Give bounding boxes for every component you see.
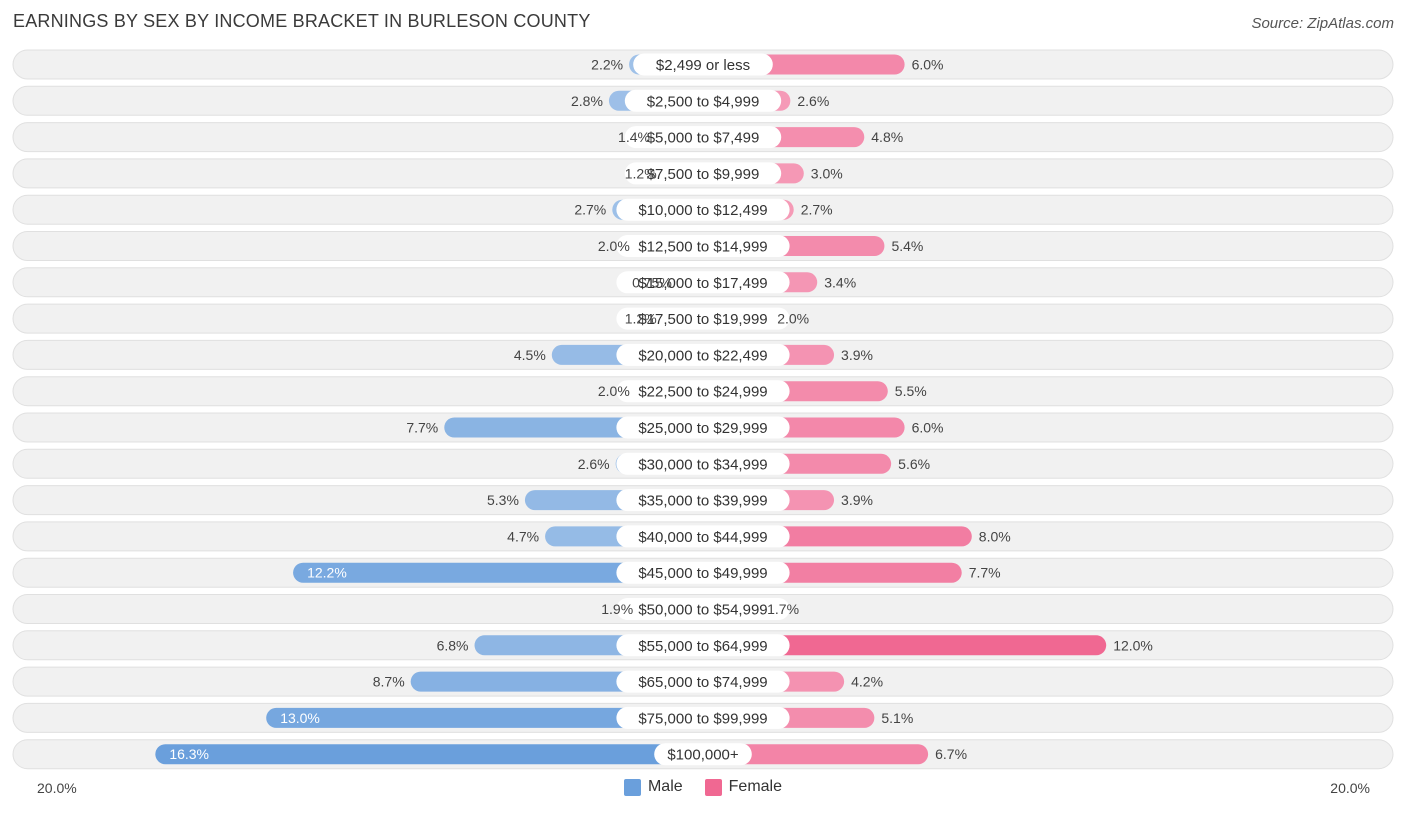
category-pill [616, 343, 790, 366]
category-label: $20,000 to $22,499 [638, 347, 767, 364]
female-bar [703, 744, 929, 765]
category-pill [616, 634, 790, 657]
male-value-label: 1.9% [601, 601, 633, 617]
male-value-label: 16.3% [169, 746, 209, 762]
male-value-label: 8.7% [373, 674, 405, 690]
category-label: $50,000 to $54,999 [638, 602, 767, 619]
category-label: $30,000 to $34,999 [638, 456, 767, 473]
female-value-label: 3.0% [811, 165, 843, 181]
female-value-label: 5.1% [881, 710, 913, 726]
category-label: $15,000 to $17,499 [638, 275, 767, 292]
legend-label-male: Male [647, 778, 683, 795]
female-value-label: 2.7% [801, 202, 833, 218]
female-value-label: 8.0% [979, 528, 1011, 544]
male-value-label: 1.2% [625, 311, 657, 327]
category-pill [616, 380, 790, 403]
female-value-label: 2.6% [797, 93, 829, 109]
legend-item-male[interactable]: Male [623, 778, 683, 796]
male-value-label: 5.3% [487, 492, 519, 508]
female-value-label: 5.6% [898, 456, 930, 472]
male-value-label: 2.6% [578, 456, 610, 472]
category-pill [616, 525, 790, 548]
female-value-label: 3.9% [841, 492, 873, 508]
legend-item-female[interactable]: Female [704, 778, 783, 796]
category-pill [616, 198, 790, 221]
category-pill [616, 307, 790, 330]
male-bar [155, 744, 703, 765]
male-value-label: 2.8% [571, 93, 603, 109]
category-label: $5,000 to $7,499 [647, 130, 760, 147]
category-pill [624, 89, 782, 112]
category-label: $10,000 to $12,499 [638, 202, 767, 219]
female-value-label: 7.7% [969, 565, 1001, 581]
male-value-label: 2.0% [598, 383, 630, 399]
male-value-label: 4.7% [507, 528, 539, 544]
male-value-label: 0.75% [632, 274, 672, 290]
category-label: $65,000 to $74,999 [638, 674, 767, 691]
legend: Male Female [0, 778, 1406, 796]
axis-right-label: 20.0% [1330, 780, 1370, 796]
chart-title: EARNINGS BY SEX BY INCOME BRACKET IN BUR… [13, 11, 591, 31]
female-bar [703, 635, 1107, 656]
category-label: $55,000 to $64,999 [638, 638, 767, 655]
category-label: $75,000 to $99,999 [638, 710, 767, 727]
female-value-label: 6.0% [912, 420, 944, 436]
category-pill [633, 53, 773, 76]
female-value-label: 3.4% [824, 274, 856, 290]
category-label: $35,000 to $39,999 [638, 493, 767, 510]
female-value-label: 2.0% [777, 311, 809, 327]
category-pill [616, 416, 790, 439]
male-value-label: 7.7% [406, 420, 438, 436]
male-value-label: 13.0% [280, 710, 320, 726]
category-label: $100,000+ [667, 747, 739, 764]
category-label: $17,500 to $19,999 [638, 311, 767, 328]
female-value-label: 6.7% [935, 746, 967, 762]
category-pill [616, 706, 790, 729]
category-pill [616, 670, 790, 693]
axis-left-label: 20.0% [37, 780, 77, 796]
category-pill [616, 489, 790, 512]
category-label: $12,500 to $14,999 [638, 239, 767, 256]
male-bar [266, 707, 703, 728]
category-pill [616, 452, 790, 475]
category-pill [616, 598, 790, 620]
legend-label-female: Female [728, 778, 783, 795]
category-label: $25,000 to $29,999 [638, 420, 767, 437]
category-pill [616, 235, 790, 257]
category-pill [654, 743, 752, 766]
category-label: $40,000 to $44,999 [638, 529, 767, 546]
legend-swatch-male [623, 778, 641, 796]
female-value-label: 3.9% [841, 347, 873, 363]
male-value-label: 1.4% [618, 129, 650, 145]
female-value-label: 12.0% [1113, 637, 1153, 653]
category-pill [616, 561, 790, 584]
male-bar [293, 562, 703, 583]
female-value-label: 5.5% [895, 383, 927, 399]
category-label: $7,500 to $9,999 [647, 166, 760, 183]
female-value-label: 6.0% [912, 57, 944, 73]
category-label: $2,499 or less [656, 57, 750, 74]
category-pill [624, 162, 782, 185]
male-value-label: 12.2% [307, 565, 347, 581]
female-value-label: 5.4% [891, 238, 923, 254]
legend-swatch-female [704, 778, 722, 796]
male-value-label: 1.2% [625, 165, 657, 181]
source-note: Source: ZipAtlas.com [1251, 15, 1394, 32]
female-value-label: 4.2% [851, 674, 883, 690]
male-value-label: 6.8% [437, 637, 469, 653]
category-label: $2,500 to $4,999 [647, 93, 760, 110]
male-value-label: 2.2% [591, 57, 623, 73]
male-value-label: 4.5% [514, 347, 546, 363]
category-label: $22,500 to $24,999 [638, 384, 767, 401]
male-value-label: 2.0% [598, 238, 630, 254]
category-pill [624, 126, 782, 149]
female-value-label: 4.8% [871, 129, 903, 145]
male-value-label: 2.7% [574, 202, 606, 218]
category-pill [616, 271, 790, 294]
category-label: $45,000 to $49,999 [638, 565, 767, 582]
female-value-label: 1.7% [767, 601, 799, 617]
